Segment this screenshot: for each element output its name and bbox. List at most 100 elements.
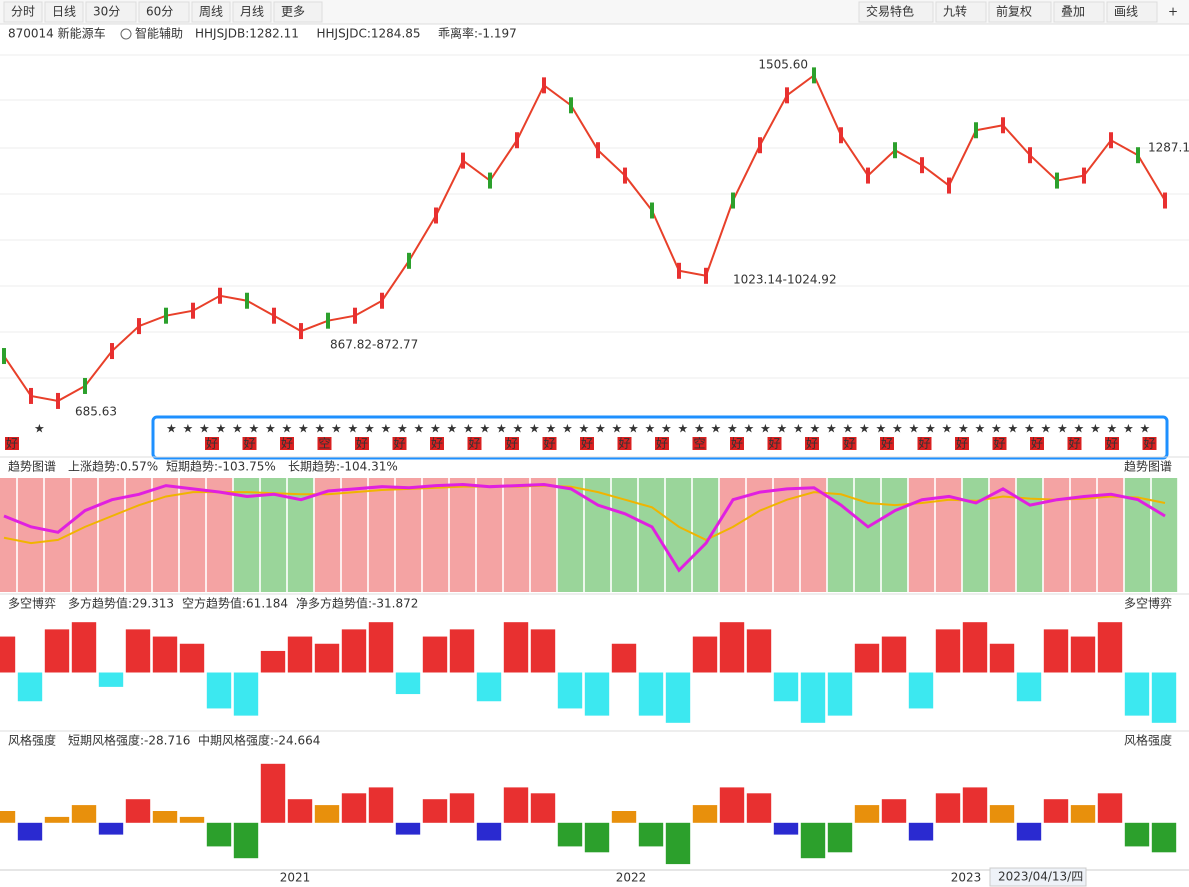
toolbar-button-label[interactable]: 月线 [240, 5, 264, 19]
toolbar-button[interactable] [232, 1, 272, 23]
candle [1163, 192, 1167, 209]
toolbar-button[interactable] [138, 1, 190, 23]
star-icon: ★ [744, 422, 755, 436]
trend-bar [1016, 478, 1043, 592]
signal-label: 好 [619, 437, 631, 451]
current-date-box [989, 867, 1087, 887]
toolbar-button-label[interactable]: 周线 [199, 5, 223, 19]
toolbar-button-label[interactable]: 日线 [52, 5, 76, 19]
signal-badge [992, 437, 1007, 450]
signal-label: 好 [844, 437, 856, 451]
toolbar-button[interactable] [858, 1, 934, 23]
star-icon: ★ [1123, 422, 1134, 436]
star-icon: ★ [480, 422, 491, 436]
star-icon: ★ [199, 422, 210, 436]
toolbar-button[interactable] [1106, 1, 1158, 23]
toolbar-button[interactable] [3, 1, 43, 23]
toolbar-button[interactable] [191, 1, 231, 23]
trend-bar [17, 478, 44, 592]
net-bar [530, 629, 556, 673]
net-bar [98, 672, 124, 687]
style-bar [260, 763, 286, 823]
trend-bar [206, 478, 233, 592]
candle [569, 97, 573, 114]
trend-bar [0, 478, 17, 592]
signal-label: 好 [656, 437, 668, 451]
add-button[interactable]: + [1168, 5, 1178, 19]
star-icon: ★ [447, 422, 458, 436]
candle [488, 172, 492, 189]
signal-badge [730, 437, 744, 450]
toolbar-button[interactable] [85, 1, 137, 23]
panel-title: 多空博弈 [8, 596, 56, 611]
candle [1082, 167, 1086, 184]
signal-badge [580, 437, 594, 450]
toolbar-button[interactable] [935, 1, 987, 23]
candle [434, 207, 438, 224]
net-bar [584, 672, 610, 716]
star-icon: ★ [1107, 422, 1118, 436]
panel-label: 长期趋势:-104.31% [288, 460, 398, 474]
toolbar-button-label[interactable]: 分时 [11, 5, 35, 19]
star-icon: ★ [645, 422, 656, 436]
panel-label: 净多方趋势值:-31.872 [296, 596, 418, 611]
net-bar [989, 643, 1015, 673]
net-bar [449, 629, 475, 673]
short-trend-line [3, 483, 1166, 573]
panel-title-right: 风格强度 [1124, 733, 1172, 748]
panel-label: 多方趋势值:29.313 [68, 596, 174, 611]
toolbar-button[interactable] [44, 1, 84, 23]
star-icon: ★ [529, 422, 540, 436]
price-annotation: 1505.60 [758, 58, 808, 72]
net-bar [152, 636, 178, 673]
toolbar-button[interactable] [988, 1, 1052, 23]
trend-bar [638, 478, 665, 592]
assist-label: 智能辅助 [135, 26, 183, 41]
toolbar-button-label[interactable]: 九转 [943, 4, 967, 19]
signal-badge [767, 437, 782, 450]
net-bar [692, 636, 718, 673]
star-icon: ★ [1041, 422, 1052, 436]
toolbar-button[interactable] [1053, 1, 1105, 23]
net-bar [1151, 672, 1177, 723]
star-icon: ★ [579, 422, 590, 436]
net-bar [800, 672, 826, 723]
style-bar [935, 793, 961, 823]
toolbar-button-label[interactable]: 画线 [1114, 5, 1138, 19]
signal-badge [5, 437, 19, 450]
style-bar [233, 822, 259, 859]
style-bar [1124, 822, 1150, 847]
signal-badge [805, 437, 819, 450]
signal-badge [655, 437, 669, 450]
style-bar [449, 793, 475, 823]
net-bar [503, 622, 529, 673]
candle [947, 177, 951, 194]
net-bar [0, 636, 16, 673]
net-bar [773, 672, 799, 702]
star-icon: ★ [892, 422, 903, 436]
style-bar [71, 805, 97, 823]
toolbar-button-label[interactable]: 更多 [281, 5, 305, 19]
toolbar-button[interactable] [273, 1, 323, 23]
style-bar [422, 799, 448, 823]
toolbar-button-label[interactable]: 30分 [93, 5, 120, 19]
trend-bar [476, 478, 503, 592]
price-annotation: 1023.14-1024.92 [733, 273, 837, 287]
toolbar-button-label[interactable]: 交易特色 [866, 4, 914, 19]
toolbar-button-label[interactable]: 60分 [146, 5, 173, 19]
toolbar-button-label[interactable]: 叠加 [1061, 5, 1085, 19]
style-bar [98, 822, 124, 835]
style-bar [989, 805, 1015, 823]
signal-badge [542, 437, 557, 450]
net-bar [422, 636, 448, 673]
style-bar [368, 787, 394, 823]
star-icon: ★ [414, 422, 425, 436]
trend-bar [314, 478, 341, 592]
candle [704, 267, 708, 284]
style-bar [638, 822, 664, 847]
signal-badge [1067, 437, 1082, 450]
toolbar-button-label[interactable]: 前复权 [996, 4, 1032, 19]
trend-bar [98, 478, 125, 592]
candle [137, 318, 141, 335]
signal-label: 好 [6, 437, 18, 451]
